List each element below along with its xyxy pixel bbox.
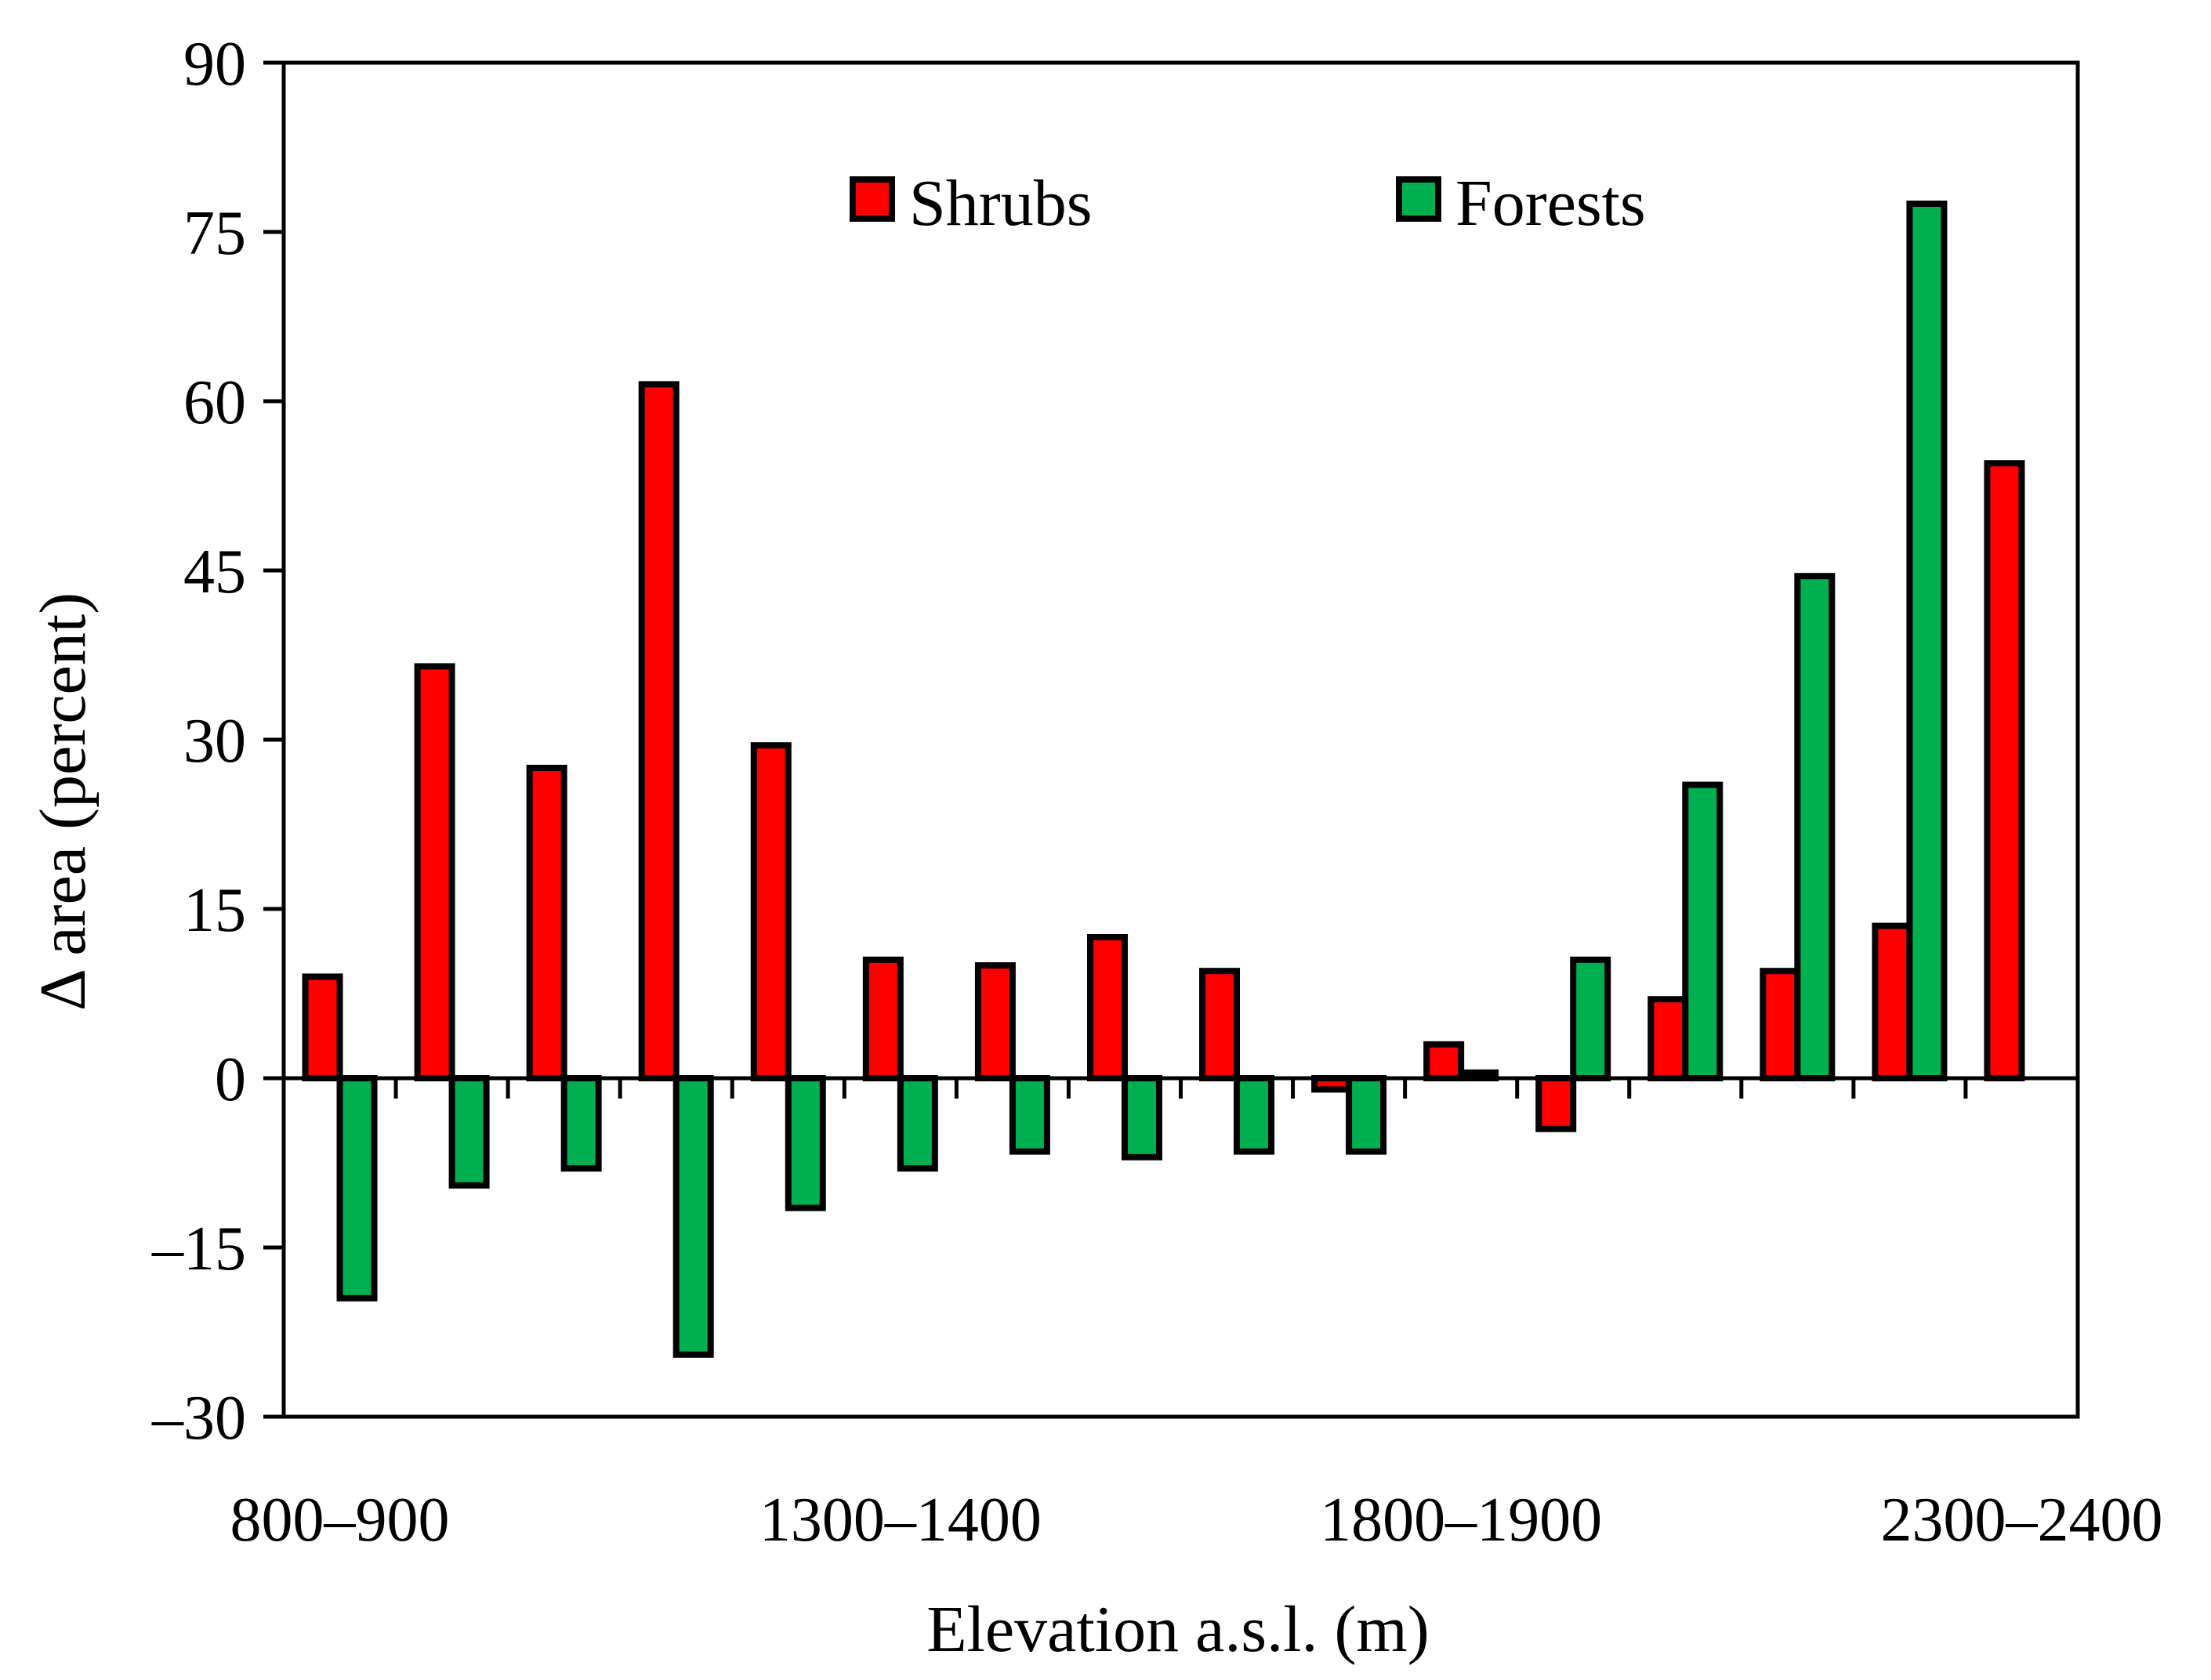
bar-shrubs-800–900	[302, 973, 343, 1082]
x-axis-title: Elevation a.s.l. (m)	[926, 1593, 1429, 1666]
bar-forests-1600–1700	[1234, 1075, 1275, 1155]
bar-shrubs-2300–2400	[1984, 460, 2025, 1081]
bar-forests-1500–1600	[1121, 1075, 1162, 1160]
bar-forests-2200–2300	[1906, 201, 1948, 1081]
legend-label-shrubs: Shrubs	[909, 167, 1092, 240]
bar-forests-1400–1500	[1009, 1075, 1050, 1155]
bar-forests-2100–2200	[1794, 573, 1836, 1081]
bar-shrubs-1000–1100	[526, 765, 567, 1081]
y-tick-label: 75	[183, 199, 246, 268]
x-tick-label: 2300–2400	[1880, 1486, 2162, 1555]
axes-layer	[263, 60, 2080, 1419]
bar-shrubs-1900–2000	[1535, 1075, 1577, 1132]
bar-shrubs-1100–1200	[638, 381, 680, 1081]
bar-shrubs-2000–2100	[1647, 996, 1689, 1081]
y-tick-label: 45	[183, 538, 246, 606]
x-tick-label: 800–900	[230, 1486, 450, 1555]
y-tick-label: –15	[151, 1215, 246, 1284]
bar-shrubs-1800–1900	[1423, 1041, 1465, 1082]
bar-shrubs-1300–1400	[862, 956, 904, 1082]
bar-forests-900–1000	[448, 1075, 490, 1189]
x-tick-label: 1800–1900	[1320, 1486, 1602, 1555]
y-tick-label: –30	[151, 1384, 246, 1453]
bar-forests-1900–2000	[1570, 956, 1611, 1082]
bars-layer	[302, 201, 2025, 1358]
y-tick-label: 90	[183, 30, 246, 99]
tick-labels-layer: –30 –15 0 15 30 45 60 75 90 800–900 1300–1400 1800–…	[151, 30, 2162, 1555]
legend-swatch-shrubs	[850, 176, 895, 222]
bar-forests-2000–2100	[1682, 781, 1723, 1081]
bar-shrubs-1400–1500	[974, 962, 1016, 1081]
bar-shrubs-1200–1300	[750, 742, 792, 1081]
bar-forests-1100–1200	[672, 1075, 714, 1358]
legend-label-forests: Forests	[1455, 167, 1646, 240]
bar-shrubs-2100–2200	[1760, 968, 1801, 1081]
y-tick-label: 0	[215, 1045, 246, 1114]
bar-shrubs-1600–1700	[1199, 968, 1241, 1081]
bar-forests-1300–1400	[897, 1075, 938, 1172]
bar-forests-1200–1300	[785, 1075, 826, 1211]
y-axis-title: Δ area (percent)	[27, 592, 100, 1011]
x-tick-label: 1300–1400	[759, 1486, 1042, 1555]
y-tick-label: 30	[183, 707, 246, 776]
bar-shrubs-1500–1600	[1086, 934, 1128, 1081]
legend-swatch-forests	[1396, 176, 1441, 222]
bar-forests-1000–1100	[560, 1075, 602, 1172]
bar-shrubs-2200–2300	[1872, 922, 1913, 1081]
bar-forests-1700–1800	[1346, 1075, 1387, 1155]
y-tick-label: 60	[183, 368, 246, 437]
bar-shrubs-900–1000	[414, 663, 455, 1081]
legend: Shrubs Forests	[850, 167, 1646, 240]
bar-forests-800–900	[336, 1075, 378, 1302]
y-tick-label: 15	[183, 876, 246, 945]
